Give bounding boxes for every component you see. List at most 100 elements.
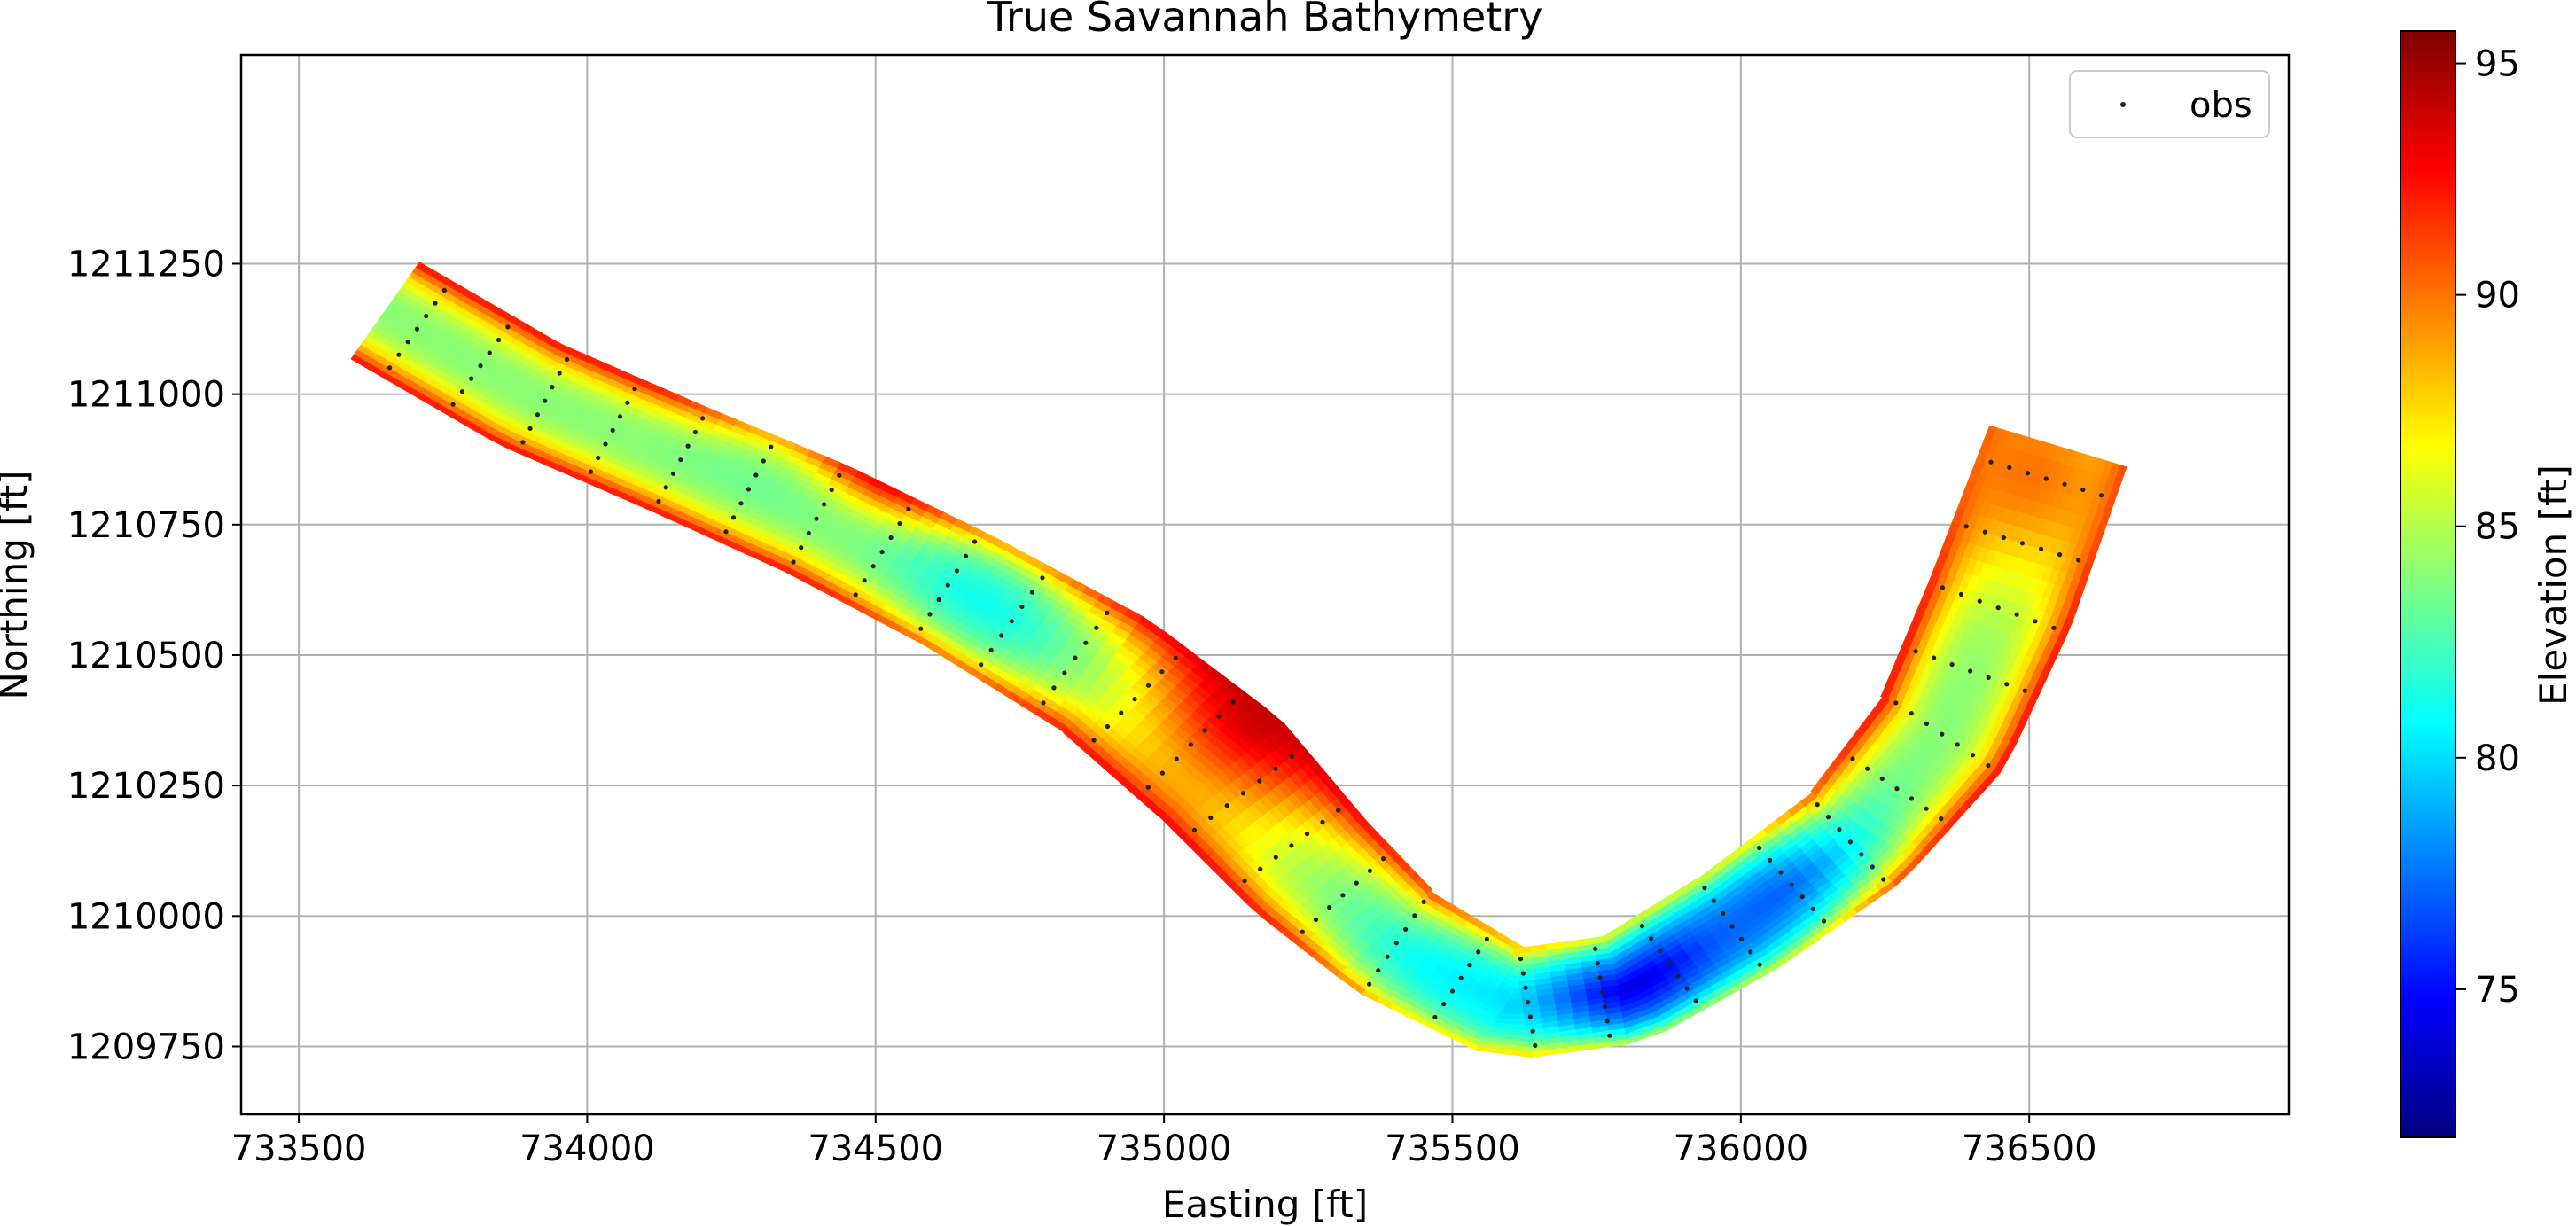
- obs-point: [1073, 655, 1078, 660]
- obs-point: [2038, 546, 2044, 551]
- obs-point: [822, 502, 827, 507]
- obs-point: [1432, 1014, 1438, 1019]
- obs-point: [1757, 845, 1762, 851]
- colorbar-label: Elevation [ft]: [2532, 465, 2575, 706]
- obs-point: [1403, 926, 1409, 932]
- y-tick-label: 1211250: [67, 244, 225, 285]
- obs-point: [1188, 742, 1193, 747]
- obs-point: [1958, 591, 1963, 597]
- obs-point: [1340, 893, 1346, 898]
- obs-point: [2019, 541, 2025, 546]
- obs-point: [954, 568, 959, 574]
- obs-point: [1289, 843, 1294, 848]
- y-tick-label: 1209750: [67, 1027, 225, 1067]
- obs-point: [1924, 806, 1929, 811]
- obs-point: [1191, 827, 1198, 832]
- obs-point: [405, 340, 410, 345]
- obs-point: [1837, 827, 1842, 832]
- obs-point: [1051, 685, 1057, 691]
- obs-point: [814, 516, 819, 521]
- obs-point: [1995, 605, 2001, 611]
- obs-point: [678, 457, 683, 463]
- obs-point: [1982, 529, 1987, 535]
- x-tick-label: 736500: [1962, 1128, 2097, 1169]
- obs-point: [1159, 770, 1165, 776]
- obs-point: [670, 471, 676, 476]
- obs-point: [1300, 929, 1305, 934]
- obs-point: [610, 427, 615, 433]
- obs-point: [1313, 917, 1319, 922]
- obs-point: [1850, 756, 1855, 761]
- obs-point: [1721, 910, 1726, 917]
- obs-point: [1273, 766, 1278, 771]
- obs-point: [1484, 936, 1489, 941]
- obs-point: [2098, 493, 2104, 498]
- obs-point: [2057, 552, 2063, 558]
- obs-point: [1009, 619, 1014, 624]
- y-axis-label: Northing [ft]: [0, 470, 35, 699]
- obs-point: [550, 385, 555, 390]
- obs-point: [2001, 535, 2006, 541]
- obs-point: [1224, 803, 1229, 808]
- obs-point: [2051, 625, 2057, 630]
- obs-point: [870, 564, 876, 569]
- obs-point: [769, 444, 774, 449]
- obs-point: [1526, 1000, 1531, 1005]
- obs-point: [1385, 954, 1390, 959]
- obs-point: [1132, 697, 1137, 702]
- obs-point: [1145, 683, 1151, 688]
- obs-point: [603, 441, 608, 447]
- obs-point: [1859, 852, 1864, 857]
- obs-point: [1593, 946, 1598, 951]
- obs-point: [1242, 879, 1247, 884]
- obs-point: [396, 352, 402, 357]
- obs-point: [387, 365, 393, 371]
- obs-point: [1607, 1033, 1612, 1038]
- obs-point: [918, 626, 924, 631]
- colorbar: 75 80 85 90 95 Elevation [ft]: [2400, 30, 2575, 1138]
- obs-point: [1273, 855, 1278, 860]
- x-tick-label: 734000: [519, 1128, 655, 1169]
- obs-point: [1145, 785, 1151, 790]
- colorbar-tick-label: 95: [2475, 44, 2520, 85]
- obs-point: [1119, 710, 1124, 715]
- legend-box: [2069, 70, 2270, 138]
- obs-point: [1533, 1042, 1538, 1049]
- obs-point: [1799, 894, 1805, 900]
- obs-point: [1208, 815, 1214, 821]
- obs-point: [588, 469, 594, 474]
- obs-point: [1412, 913, 1417, 918]
- obs-point: [1893, 700, 1899, 706]
- obs-point: [1675, 973, 1681, 979]
- obs-point: [1810, 906, 1815, 911]
- obs-point: [1381, 856, 1386, 862]
- obs-point: [1091, 738, 1097, 743]
- obs-point: [1693, 998, 1698, 1003]
- obs-point: [1597, 975, 1603, 980]
- plot-frame: [239, 53, 2291, 1116]
- obs-point: [496, 337, 502, 343]
- obs-point: [1449, 988, 1455, 994]
- obs-point: [1467, 963, 1472, 968]
- obs-point: [1789, 882, 1794, 887]
- obs-point: [1105, 610, 1110, 616]
- y-tick-label: 1210250: [67, 766, 225, 807]
- obs-point: [656, 498, 661, 504]
- observation-points: [387, 287, 2104, 1049]
- obs-point: [617, 414, 623, 419]
- obs-point: [1940, 731, 1945, 737]
- obs-point: [1870, 864, 1875, 870]
- obs-point: [441, 287, 447, 293]
- x-tick-label: 736000: [1673, 1128, 1808, 1169]
- obs-point: [1174, 756, 1179, 761]
- obs-point: [745, 487, 752, 492]
- obs-point: [906, 506, 911, 512]
- obs-point: [1240, 791, 1246, 796]
- x-tick-label: 734500: [808, 1128, 943, 1169]
- obs-point: [1932, 655, 1937, 660]
- colorbar-tick-label: 90: [2475, 276, 2520, 316]
- obs-point: [1257, 778, 1262, 784]
- obs-point: [557, 371, 562, 376]
- obs-point: [692, 429, 699, 435]
